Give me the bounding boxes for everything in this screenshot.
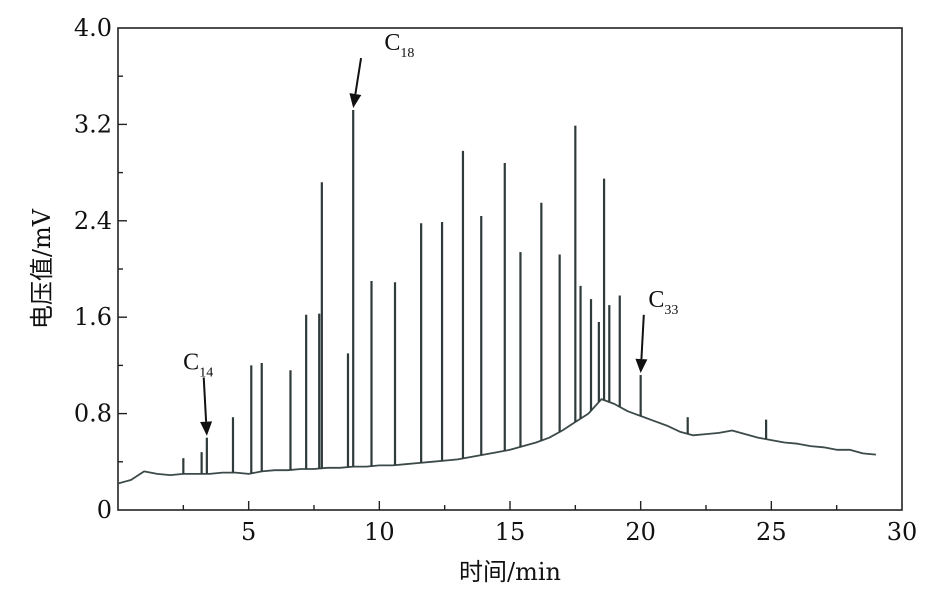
y-tick-label: 0.8	[74, 400, 112, 428]
annotation-arrow-line	[640, 314, 645, 360]
y-tick-label: 0	[97, 496, 112, 524]
annotation-arrow-head	[200, 421, 213, 436]
tick-labels: 5 10 15 20 25 30 0 0.8 1.6 2.4 3.2 4.0	[74, 14, 917, 546]
plot-frame	[117, 27, 903, 511]
x-tick-label: 10	[364, 518, 395, 546]
peak-annotation-label: C33	[648, 287, 678, 318]
peak-lines	[182, 109, 768, 474]
x-axis-title: 时间/min	[459, 558, 561, 586]
x-tick-label: 30	[887, 518, 918, 546]
x-tick-label: 5	[241, 518, 256, 546]
y-tick-label: 2.4	[74, 207, 112, 235]
annotation-arrow-line	[202, 377, 208, 422]
peak-annotation-label: C14	[183, 349, 213, 380]
axis-ticks	[118, 75, 838, 510]
y-tick-label: 3.2	[74, 110, 112, 138]
annotation-arrow-head	[635, 358, 648, 374]
x-tick-label: 20	[625, 518, 656, 546]
y-axis-title: 电压值/mV	[28, 208, 56, 329]
peak-annotation-label: C18	[384, 30, 414, 61]
annotation-arrow-line	[354, 57, 363, 95]
x-tick-label: 15	[495, 518, 526, 546]
peak-annotations: C14 C18 C33	[183, 30, 678, 436]
annotation-arrow-head	[349, 93, 362, 108]
baseline-trace	[117, 398, 876, 485]
y-tick-label: 4.0	[74, 14, 112, 42]
y-tick-label: 1.6	[74, 303, 112, 331]
x-tick-label: 25	[756, 518, 787, 546]
